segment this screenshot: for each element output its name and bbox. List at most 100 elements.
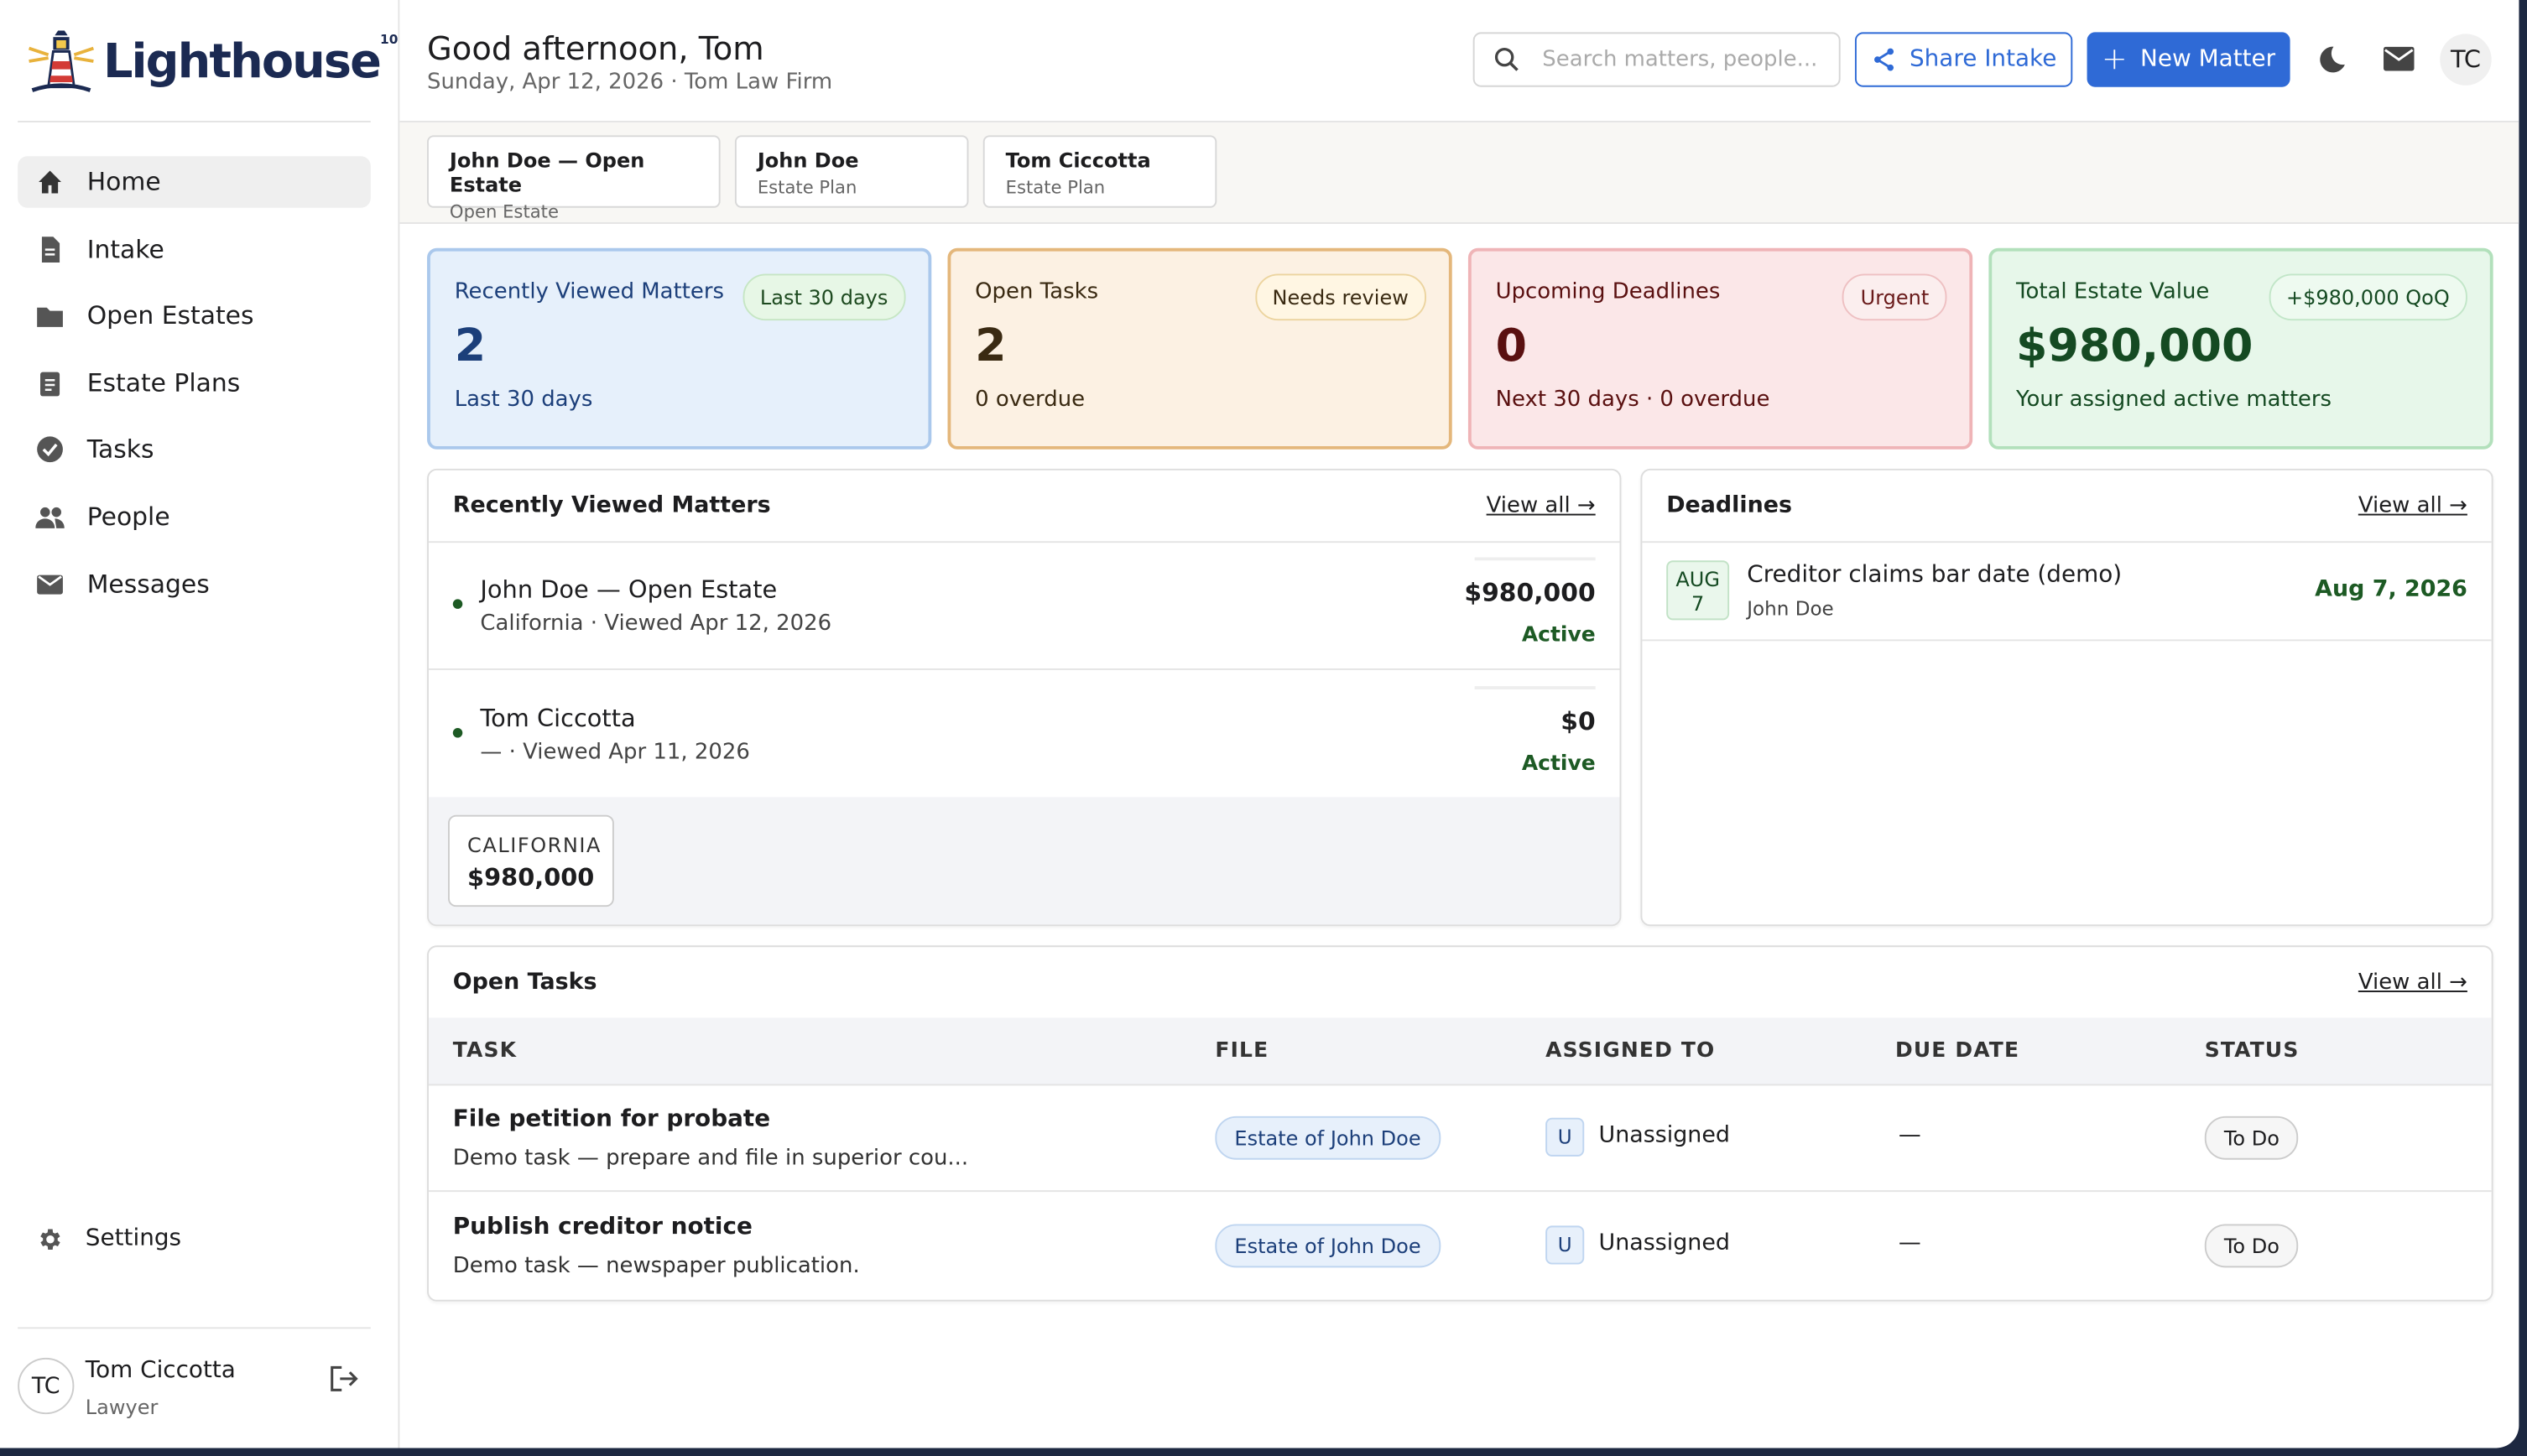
divider: [18, 121, 371, 122]
column-header: DUE DATE: [1894, 1038, 2020, 1063]
progress: [1474, 686, 1596, 689]
share-icon: [1873, 48, 1894, 71]
deadline-date: Aug 7, 2026: [2315, 576, 2467, 603]
user-avatar[interactable]: TC: [18, 1357, 75, 1415]
nav-label: Home: [86, 167, 161, 197]
file-pill[interactable]: Estate of John Doe: [1215, 1224, 1441, 1268]
nav-icon: [35, 507, 65, 528]
tab-title: Tom Ciccotta: [1005, 148, 1151, 173]
stat-note: Next 30 days · 0 overdue: [1495, 386, 1770, 413]
search-box[interactable]: Search matters, people...: [1472, 32, 1841, 87]
deadline-row[interactable]: AUG 7 Creditor claims bar date (demo) Joh…: [1642, 541, 2492, 642]
stat-badge: Urgent: [1842, 273, 1947, 321]
panel-header: Deadlines View all →: [1642, 471, 2492, 543]
matter-tab[interactable]: John Doe Estate Plan: [734, 135, 969, 208]
stat-label: Upcoming Deadlines: [1495, 278, 1721, 304]
view-all[interactable]: View all →: [1486, 492, 1596, 519]
user-role: Lawyer: [85, 1395, 159, 1419]
nav-icon: [39, 170, 61, 194]
user-name: Tom Ciccotta: [85, 1357, 236, 1384]
tab-subtitle: Estate Plan: [1005, 177, 1106, 199]
matter-tab[interactable]: John Doe — Open Estate Open Estate: [427, 135, 721, 222]
matter-meta: — · Viewed Apr 11, 2026: [480, 739, 750, 766]
nav-icon: [41, 236, 60, 263]
share-intake-button[interactable]: Share Intake: [1854, 32, 2073, 87]
panel-header: Open Tasks View all →: [428, 947, 2492, 1020]
stat-label: Total Estate Value: [2016, 278, 2210, 304]
stat-value: 2: [975, 319, 1007, 372]
matter-status: Active: [1521, 751, 1596, 777]
task-title: File petition for probate: [452, 1106, 771, 1133]
nav-label: Estate Plans: [86, 368, 241, 398]
status-pill[interactable]: To Do: [2204, 1115, 2299, 1160]
stat-badge: +$980,000 QoQ: [2268, 273, 2467, 321]
nav-item[interactable]: People: [18, 491, 371, 543]
file-pill[interactable]: Estate of John Doe: [1215, 1115, 1441, 1160]
share-label: Share Intake: [1909, 46, 2057, 73]
nav-icon: [37, 308, 63, 328]
brand-badge: 10: [380, 31, 399, 46]
nav-label: Tasks: [86, 435, 154, 465]
stat-card[interactable]: Recently Viewed Matters Last 30 days 2 L…: [427, 247, 932, 450]
nav-item[interactable]: Home: [18, 156, 371, 208]
nav-item[interactable]: Estate Plans: [18, 357, 371, 408]
logout-icon[interactable]: [327, 1365, 359, 1394]
nav-icon: [37, 574, 63, 594]
new-matter-button[interactable]: + New Matter: [2087, 32, 2290, 87]
summary-area: CALIFORNIA $980,000: [428, 797, 1620, 925]
mail-icon[interactable]: [2384, 46, 2415, 71]
stat-value: 0: [1495, 319, 1528, 372]
panel-header: Recently Viewed Matters View all →: [428, 471, 1620, 543]
nav-item[interactable]: Messages: [18, 559, 371, 610]
status-pill[interactable]: To Do: [2204, 1224, 2299, 1268]
matter-tab[interactable]: Tom Ciccotta Estate Plan: [982, 135, 1217, 208]
matter-status: Active: [1521, 623, 1596, 648]
task-row[interactable]: File petition for probate Demo task — pr…: [428, 1084, 2492, 1193]
tab-subtitle: Estate Plan: [757, 177, 857, 199]
panel-title: Open Tasks: [452, 970, 597, 996]
assignee-badge: U: [1545, 1225, 1585, 1265]
matter-name: John Doe — Open Estate: [480, 575, 778, 605]
status-dot: [452, 728, 463, 738]
nav-icon: [40, 372, 60, 397]
theme-toggle[interactable]: [2317, 45, 2347, 75]
logo[interactable]: Lighthouse 10: [26, 29, 399, 94]
tasks-panel: Open Tasks View all → TASK FILE ASSIGNED TO…: [427, 945, 2493, 1302]
view-all[interactable]: View all →: [2358, 492, 2467, 519]
matter-row[interactable]: John Doe — Open Estate California · View…: [428, 541, 1620, 670]
summary-box: CALIFORNIA $980,000: [448, 814, 614, 907]
nav-item[interactable]: Tasks: [18, 424, 371, 476]
nav-item[interactable]: Open Estates: [18, 290, 371, 341]
stat-card[interactable]: Open Tasks Needs review 2 0 overdue: [947, 247, 1452, 450]
date-day: 7: [1691, 590, 1705, 616]
task-row[interactable]: Publish creditor notice Demo task — news…: [429, 1192, 2492, 1298]
settings-link[interactable]: Settings: [18, 1213, 371, 1264]
nav-icon: [37, 437, 63, 463]
nav-label: Messages: [86, 569, 210, 599]
nav-item[interactable]: Intake: [18, 223, 371, 274]
tab-subtitle: Open Estate: [449, 201, 559, 223]
matter-row[interactable]: Tom Ciccotta — · Viewed Apr 11, 2026 $0 …: [428, 670, 1620, 799]
stat-card[interactable]: Total Estate Value +$980,000 QoQ $980,00…: [1988, 247, 2493, 450]
sidebar: Lighthouse 10 Settings TC Tom Ciccotta L…: [0, 0, 400, 1448]
stat-value: $980,000: [2016, 319, 2253, 372]
table-header: [428, 1017, 2492, 1086]
due-date: —: [1898, 1122, 1921, 1149]
nav-label: Intake: [86, 234, 164, 264]
greeting: Good afternoon, Tom: [427, 29, 764, 68]
main: Good afternoon, Tom Sunday, Apr 12, 2026…: [399, 0, 2519, 1448]
matter-meta: California · Viewed Apr 12, 2026: [480, 610, 832, 637]
panel-title: Deadlines: [1666, 492, 1793, 519]
stat-card[interactable]: Upcoming Deadlines Urgent 0 Next 30 days…: [1467, 247, 1973, 450]
header-avatar[interactable]: TC: [2440, 34, 2492, 86]
stat-note: Your assigned active matters: [2016, 386, 2332, 413]
assignee-badge: U: [1545, 1117, 1585, 1157]
stat-note: 0 overdue: [975, 386, 1086, 413]
view-all[interactable]: View all →: [2358, 970, 2467, 996]
stat-badge: Last 30 days: [742, 273, 906, 321]
assignee: Unassigned: [1598, 1122, 1730, 1149]
nav-label: People: [86, 502, 170, 532]
